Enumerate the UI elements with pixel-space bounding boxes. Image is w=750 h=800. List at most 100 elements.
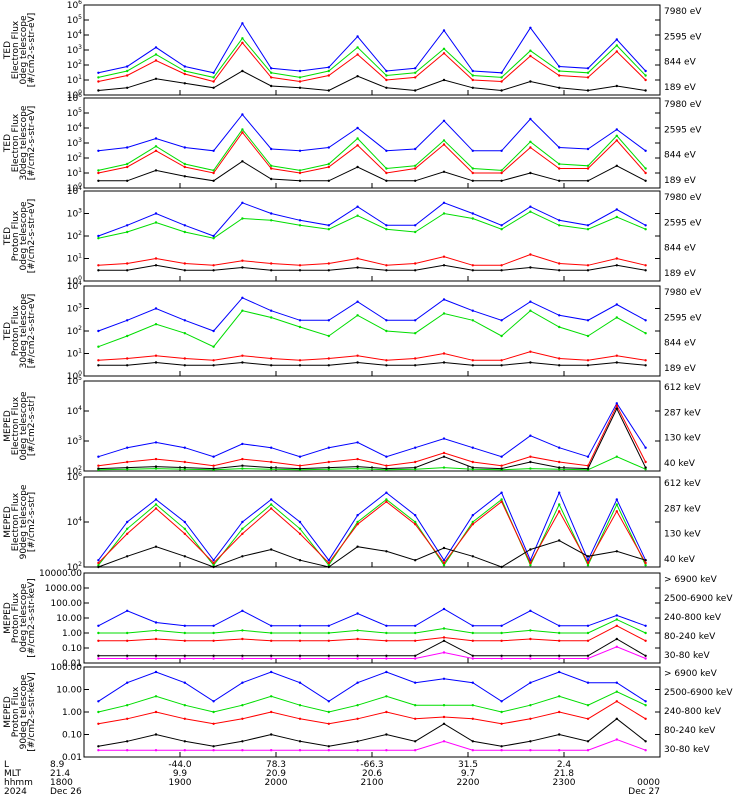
data-point-287-kev (97, 464, 100, 467)
data-point-40-kev (270, 498, 273, 501)
data-point-7980-ev (471, 364, 474, 367)
data-point-287-kev (615, 404, 618, 407)
data-point-844-ev (442, 139, 446, 142)
data-point-2595-ev (586, 359, 590, 362)
data-point-30-80-kev (97, 624, 100, 627)
data-point-2595-ev (241, 354, 244, 357)
data-point-6900-kev (241, 749, 244, 752)
data-point-189-ev (126, 319, 129, 322)
data-point-189-ev (356, 300, 359, 303)
data-point-7980-ev (529, 171, 532, 175)
data-point-30-80-kev (154, 621, 158, 624)
data-point-612-kev (241, 555, 244, 558)
data-point-189-ev (212, 71, 215, 75)
data-point-612-kev (356, 465, 359, 468)
data-point-612-kev (471, 466, 474, 469)
data-point-2500-6900-kev (586, 740, 590, 743)
series-line-6900-kev (98, 646, 646, 659)
data-point-2500-6900-kev (414, 740, 417, 743)
series-line-40-kev (98, 402, 647, 458)
series-line-130-kev (98, 456, 646, 471)
data-point-80-240-kev (615, 690, 618, 693)
data-point-30-80-kev (586, 681, 590, 684)
data-point-2500-6900-kev (126, 740, 129, 743)
data-point-844-ev (414, 71, 417, 75)
data-point-240-800-kev (414, 639, 417, 642)
data-point-30-80-kev (471, 681, 474, 684)
data-point-6900-kev (442, 740, 446, 743)
data-point-80-240-kev (644, 704, 647, 707)
data-point-287-kev (298, 464, 302, 467)
y-axis-label: MEPEDProton Flux90deg telescope[#/cm2-s-… (3, 672, 37, 751)
series-line-2595-ev (98, 351, 646, 361)
y-tick-label: 101 (67, 74, 82, 86)
data-point-189-ev (212, 234, 215, 238)
data-point-2595-ev (615, 139, 618, 142)
x-row-label: 2024 (4, 787, 27, 797)
data-point-189-ev (241, 22, 244, 25)
data-point-130-kev (442, 564, 446, 567)
data-point-287-kev (270, 507, 273, 510)
y-tick-label: 0.10 (62, 644, 82, 654)
data-point-40-kev (615, 402, 618, 405)
data-point-7980-ev (385, 364, 388, 367)
data-point-7980-ev (212, 179, 215, 182)
data-point-80-240-kev (586, 704, 590, 707)
data-point-7980-ev (471, 179, 474, 182)
data-point-240-800-kev (212, 722, 215, 725)
data-point-2595-ev (298, 171, 302, 175)
data-point-240-800-kev (327, 639, 330, 642)
data-point-240-800-kev (442, 715, 446, 719)
data-point-2595-ev (356, 144, 359, 147)
data-point-240-800-kev (356, 637, 359, 641)
data-point-240-800-kev (212, 639, 215, 642)
data-point-189-ev (154, 212, 158, 215)
data-point-189-ev (270, 67, 273, 70)
data-point-189-ev (241, 296, 244, 299)
data-point-40-kev (154, 498, 158, 501)
data-point-844-ev (270, 219, 273, 222)
data-point-189-ev (500, 224, 503, 227)
data-point-80-240-kev (356, 704, 359, 707)
data-point-130-kev (97, 564, 100, 567)
series-line-2595-ev (98, 131, 646, 174)
data-point-40-kev (529, 434, 532, 437)
data-point-287-kev (212, 561, 215, 565)
y-axis-label: TEDProton Flux0deg telescope[#/cm2-s-str… (3, 199, 37, 274)
data-point-612-kev (241, 464, 244, 467)
y-tick-label: 1.00 (62, 629, 82, 639)
data-point-240-800-kev (183, 717, 186, 720)
data-point-80-240-kev (529, 629, 532, 632)
y-tick-label: 1000.00 (45, 584, 82, 594)
data-point-130-kev (154, 467, 158, 470)
data-point-40-kev (385, 491, 388, 494)
data-point-2595-ev (356, 257, 359, 260)
data-point-6900-kev (586, 657, 590, 660)
data-point-80-240-kev (154, 629, 158, 632)
data-point-2500-6900-kev (644, 654, 647, 657)
data-point-7980-ev (586, 89, 590, 92)
plot-frame (83, 572, 661, 664)
data-point-7980-ev (644, 179, 647, 182)
plot-frame (83, 380, 661, 472)
data-point-240-800-kev (471, 639, 474, 642)
data-point-2595-ev (529, 253, 532, 256)
data-point-189-ev (298, 219, 302, 222)
data-point-2595-ev (327, 357, 330, 360)
data-point-612-kev (298, 559, 302, 562)
data-point-6900-kev (442, 651, 446, 654)
data-point-240-800-kev (241, 717, 244, 720)
data-point-2595-ev (586, 167, 590, 170)
series-line-189-ev (98, 22, 646, 74)
data-point-130-kev (126, 527, 129, 530)
data-point-287-kev (183, 532, 186, 535)
data-point-7980-ev (154, 77, 158, 81)
data-point-80-240-kev (241, 704, 244, 707)
data-point-2595-ev (212, 80, 215, 83)
data-point-2500-6900-kev (327, 745, 330, 748)
data-point-240-800-kev (500, 639, 503, 642)
data-point-844-ev (442, 212, 446, 215)
data-point-612-kev (558, 466, 561, 469)
data-point-130-kev (356, 467, 359, 470)
y-tick-label: 0.01 (62, 753, 82, 763)
